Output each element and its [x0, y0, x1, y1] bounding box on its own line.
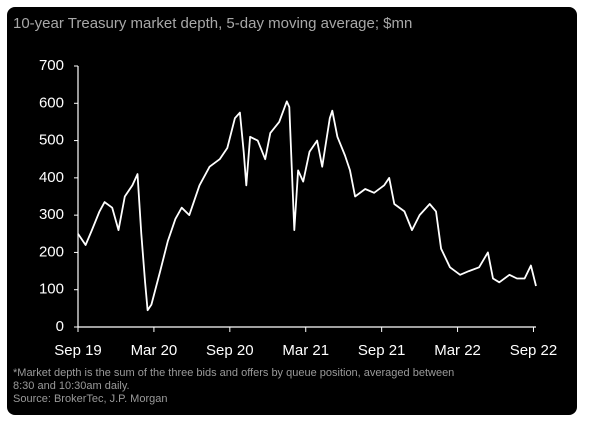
y-tick-label: 500 [39, 132, 64, 149]
chart-panel [7, 7, 577, 415]
y-tick-label: 0 [56, 318, 64, 335]
y-tick-label: 700 [39, 57, 64, 74]
footnote: Source: BrokerTec, J.P. Morgan [13, 393, 167, 405]
footnote: *Market depth is the sum of the three bi… [13, 367, 454, 379]
footnote: 8:30 and 10:30am daily. [13, 380, 130, 392]
x-tick-label: Sep 21 [358, 342, 406, 359]
y-tick-label: 200 [39, 243, 64, 260]
x-tick-label: Mar 20 [131, 342, 178, 359]
chart-title: 10-year Treasury market depth, 5-day mov… [13, 15, 412, 32]
y-tick-label: 400 [39, 169, 64, 186]
x-tick-label: Mar 22 [434, 342, 481, 359]
x-tick-label: Sep 20 [206, 342, 254, 359]
data-line [77, 100, 537, 312]
x-tick-label: Sep 19 [54, 342, 102, 359]
y-tick-label: 100 [39, 281, 64, 298]
y-tick-label: 600 [39, 94, 64, 111]
x-tick-label: Mar 21 [282, 342, 329, 359]
x-tick-label: Sep 22 [510, 342, 558, 359]
y-tick-label: 300 [39, 206, 64, 223]
